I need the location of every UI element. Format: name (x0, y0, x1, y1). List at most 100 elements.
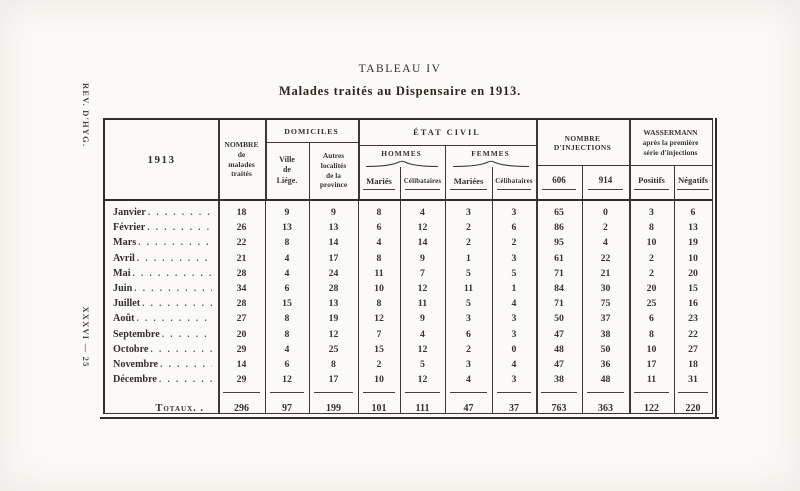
dot-leader (142, 298, 212, 308)
month-label: Août (105, 313, 218, 324)
sum-rule (492, 389, 536, 396)
cell: 6 (649, 313, 654, 325)
cell: 84 (554, 283, 564, 295)
rule (265, 142, 358, 144)
cell: 12 (374, 313, 384, 325)
divider (218, 201, 220, 414)
cell: 4 (466, 374, 471, 386)
dot-leader (150, 344, 212, 354)
divider (265, 120, 267, 199)
month-label: Février (105, 222, 218, 233)
total-cell: 296 (234, 402, 249, 414)
dot-leader (133, 268, 212, 278)
rule (363, 189, 395, 190)
cell: 1 (466, 252, 471, 264)
outer-border-bottom (100, 417, 719, 420)
table-row: Juillet 28 15 13 8 11 5 4 71 75 25 16 (105, 296, 712, 311)
cell: 19 (688, 237, 698, 249)
cell: 3 (511, 374, 517, 386)
month-label: Avril (105, 253, 218, 264)
rule (542, 189, 576, 190)
column-header-femmes-mariees: Mariées (453, 176, 484, 186)
group-header-domiciles: DOMICILES (284, 126, 339, 136)
cell: 4 (284, 252, 290, 264)
cell: 4 (376, 237, 382, 249)
divider (358, 201, 360, 414)
cell: 12 (417, 222, 428, 234)
dot-leader (162, 329, 212, 339)
cell: 24 (328, 267, 339, 279)
cell: 2 (649, 267, 654, 279)
cell: 21 (600, 267, 611, 279)
table-row: Décembre 29 12 17 10 12 4 3 38 48 11 31 (105, 372, 712, 387)
femmes-brace (452, 160, 530, 168)
cell: 16 (688, 298, 698, 310)
cell: 3 (511, 313, 517, 325)
total-cell: 111 (415, 402, 430, 414)
cell: 15 (282, 298, 292, 310)
rule (677, 189, 709, 190)
cell: 71 (554, 267, 564, 279)
cell: 6 (376, 222, 382, 234)
cell: 12 (417, 283, 428, 295)
cell: 8 (649, 328, 654, 340)
cell: 9 (284, 207, 290, 219)
cell: 30 (600, 283, 611, 295)
total-cell: 763 (551, 402, 567, 414)
cell: 14 (417, 237, 428, 249)
cell: 8 (284, 237, 290, 249)
total-cell: 101 (371, 402, 387, 414)
cell: 13 (328, 222, 339, 234)
cell: 9 (420, 252, 425, 264)
cell: 36 (600, 358, 611, 370)
cell: 6 (284, 283, 290, 295)
cell: 29 (236, 374, 247, 386)
cell: 20 (646, 283, 657, 295)
month-label: Mai (105, 268, 218, 279)
cell: 20 (688, 267, 698, 279)
cell: 4 (603, 237, 608, 249)
cell: 10 (646, 343, 657, 355)
cell: 38 (554, 374, 564, 386)
cell: 14 (328, 237, 339, 249)
rule (450, 189, 487, 190)
column-header-femmes-celibataires: Célibataires (495, 177, 533, 185)
cell: 75 (600, 298, 611, 310)
cell: 8 (376, 207, 382, 219)
column-header-positifs: Positifs (638, 174, 665, 185)
divider (400, 167, 401, 199)
sum-rule (582, 389, 629, 396)
table-row: Mai 28 4 24 11 7 5 5 71 21 2 20 (105, 266, 712, 281)
sum-rule (536, 389, 582, 396)
cell: 3 (649, 207, 654, 219)
sum-rule (445, 389, 492, 396)
cell: 0 (511, 343, 517, 355)
divider (582, 201, 583, 414)
cell: 27 (236, 313, 247, 325)
cell: 9 (331, 207, 336, 219)
cell: 22 (236, 237, 247, 249)
dot-leader (148, 207, 212, 217)
divider (629, 201, 631, 414)
cell: 10 (374, 374, 384, 386)
table-row: Janvier 18 9 9 8 4 3 3 65 0 3 6 (105, 205, 712, 220)
total-cell: 47 (463, 402, 474, 414)
page-title: Malades traités au Dispensaire en 1913. (278, 84, 522, 98)
cell: 27 (688, 343, 698, 355)
cell: 13 (688, 222, 698, 234)
spacer (105, 389, 218, 396)
rule (629, 165, 712, 167)
cell: 65 (554, 207, 564, 219)
cell: 2 (466, 237, 471, 249)
cell: 18 (236, 207, 247, 219)
cell: 0 (603, 207, 608, 219)
rule (536, 165, 629, 167)
table-header: 1913 NOMBRE de malades traités DOMICILES… (105, 120, 712, 201)
cell: 95 (554, 237, 564, 249)
cell: 6 (466, 328, 471, 340)
cell: 12 (417, 374, 428, 386)
group-header-injections: NOMBRE D'INJECTIONS (553, 133, 612, 152)
column-header-hommes-celibataires: Célibataires (403, 177, 442, 185)
divider (309, 142, 310, 199)
total-cell: 199 (326, 402, 341, 414)
